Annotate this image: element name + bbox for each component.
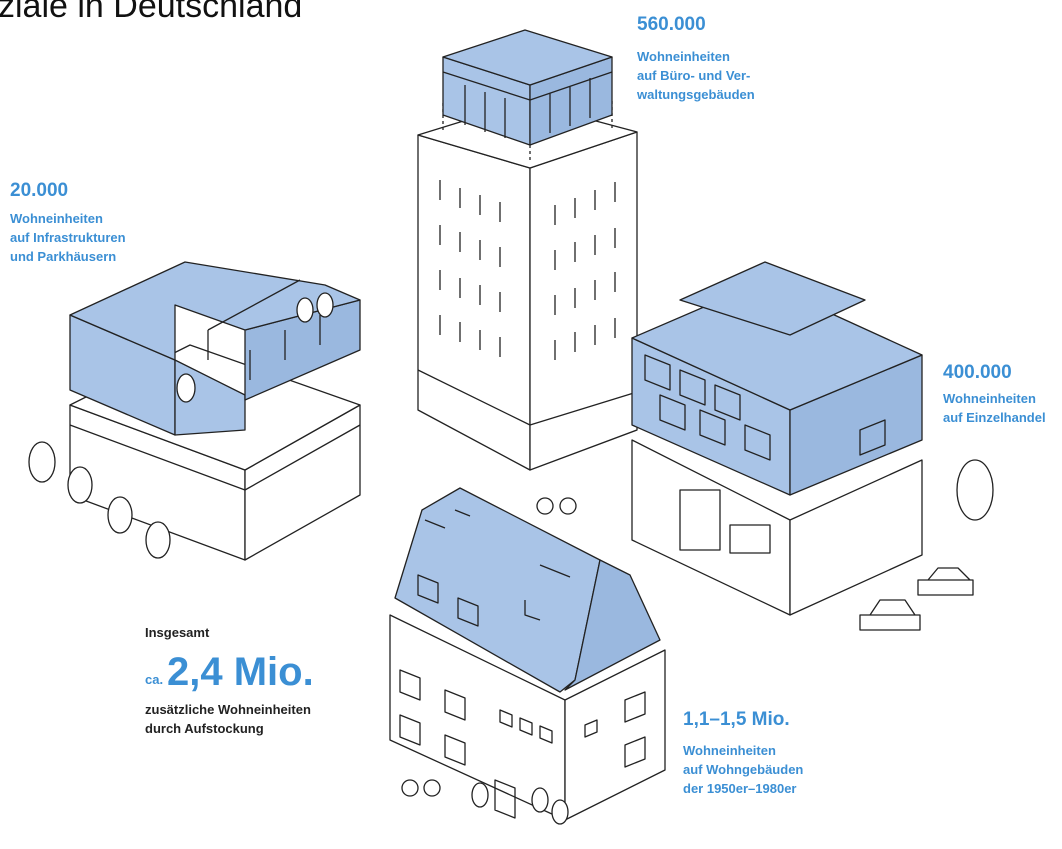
text-line: der 1950er–1980er: [683, 781, 797, 796]
retail-addition: [631, 261, 923, 496]
vehicles: [401, 497, 974, 797]
callout-text: Wohneinheiten auf Wohngebäuden der 1950er–…: [683, 741, 803, 798]
title: ziale in Deutschland: [0, 0, 303, 25]
text-line: waltungsgebäuden: [637, 87, 755, 102]
callout-value: 20.000: [10, 180, 69, 201]
callout-text: Wohneinheiten auf Infrastrukturen und Park…: [10, 209, 126, 266]
text-line: durch Aufstockung: [145, 721, 264, 736]
text-line: auf Einzelhandel: [943, 410, 1046, 425]
trees: [28, 292, 994, 825]
total-value: 2,4 Mio.: [167, 650, 314, 694]
total-prefix: ca.: [145, 672, 164, 687]
text-line: Wohneinheiten: [637, 49, 730, 64]
office-addition: [442, 29, 613, 146]
callout-value: 400.000: [943, 362, 1012, 383]
residential-addition: [394, 487, 661, 693]
total-text: zusätzliche Wohneinheiten durch Aufstocku…: [145, 700, 311, 738]
callout-value: 560.000: [637, 14, 706, 35]
text-line: Wohneinheiten: [943, 391, 1036, 406]
text-line: auf Büro- und Ver-: [637, 68, 751, 83]
callout-text: Wohneinheiten auf Einzelhandel: [943, 389, 1046, 427]
text-line: Wohneinheiten: [10, 211, 103, 226]
residential-building: [389, 614, 666, 821]
total-label: Insgesamt: [145, 625, 210, 640]
callout-text: Wohneinheiten auf Büro- und Ver-waltungsg…: [637, 47, 755, 104]
text-line: auf Infrastrukturen: [10, 230, 126, 245]
text-line: Wohneinheiten: [683, 743, 776, 758]
text-line: zusätzliche Wohneinheiten: [145, 702, 311, 717]
retail-building: [631, 439, 923, 616]
callout-value: 1,1–1,5 Mio.: [683, 709, 790, 730]
text-line: auf Wohngebäuden: [683, 762, 804, 777]
text-line: und Parkhäusern: [10, 249, 117, 264]
office-tower: [417, 100, 638, 471]
